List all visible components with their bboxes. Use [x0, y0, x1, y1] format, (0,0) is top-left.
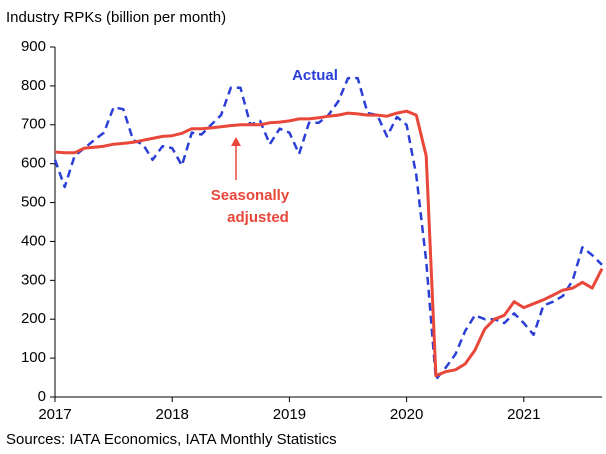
y-tick-label: 300	[21, 271, 46, 288]
y-tick-label: 200	[21, 310, 46, 327]
source-note: Sources: IATA Economics, IATA Monthly St…	[6, 431, 337, 448]
y-tick-label: 900	[21, 38, 46, 55]
y-tick-label: 100	[21, 349, 46, 366]
x-tick-label: 2021	[507, 406, 540, 423]
x-tick-label: 2017	[38, 406, 71, 423]
y-tick-label: 500	[21, 194, 46, 211]
y-tick-label: 400	[21, 232, 46, 249]
y-tick-label: 600	[21, 155, 46, 172]
y-tick-label: 800	[21, 77, 46, 94]
chart-title: Industry RPKs (billion per month)	[6, 9, 226, 26]
x-tick-label: 2019	[273, 406, 306, 423]
series-line	[53, 76, 603, 381]
annotation: adjusted	[227, 209, 289, 226]
annotation-arrowhead	[231, 137, 241, 146]
y-tick-label: 700	[21, 116, 46, 133]
annotation: Seasonally	[211, 187, 290, 204]
annotation: Actual	[292, 67, 338, 84]
y-tick-label: 0	[38, 388, 46, 405]
x-tick-label: 2020	[390, 406, 423, 423]
series-line	[54, 109, 604, 378]
x-tick-label: 2018	[156, 406, 189, 423]
